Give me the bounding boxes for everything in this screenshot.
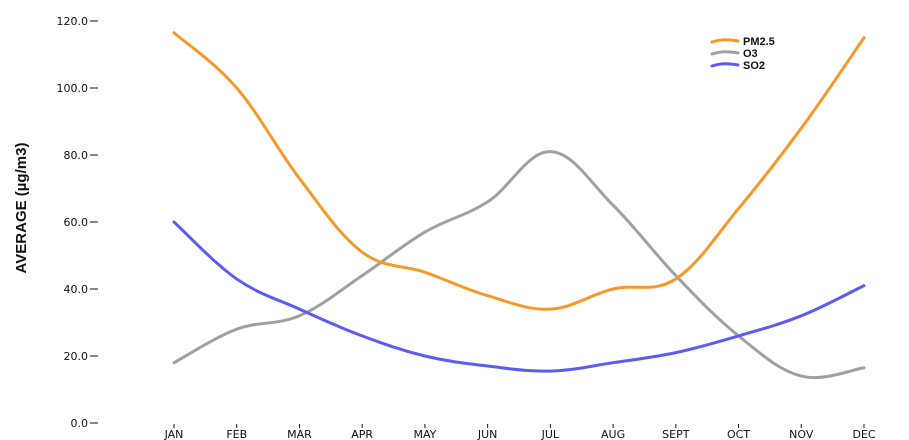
y-axis-title: AVERAGE (µg/m3) <box>13 143 30 274</box>
x-tick-label: JAN <box>164 428 184 440</box>
x-tick-label: MAR <box>287 428 312 440</box>
legend-swatch-pm25 <box>710 38 740 44</box>
series-line-o3 <box>172 150 866 380</box>
y-tick-label: 100.0 <box>57 82 89 95</box>
x-tick-label: NOV <box>789 428 814 440</box>
axes: 0.0 20.0 40.0 60.0 80.0 100.0 120.0 JAN FEB MAR AP… <box>57 15 876 440</box>
y-tick-label: 80.0 <box>64 149 89 162</box>
x-tick-label: JUL <box>541 428 560 440</box>
y-tick-label: 0.0 <box>71 417 89 430</box>
y-tick-label: 60.0 <box>64 216 89 229</box>
legend-swatch-o3 <box>710 50 740 56</box>
x-tick-label: AUG <box>601 428 625 440</box>
series-line-so2 <box>172 220 866 373</box>
x-tick-label: DEC <box>852 428 875 440</box>
legend-swatch-so2 <box>710 62 740 68</box>
y-tick-label: 20.0 <box>64 350 89 363</box>
x-tick-label: OCT <box>727 428 750 440</box>
y-tick-label: 120.0 <box>57 15 89 28</box>
legend-label-o3: O3 <box>743 48 758 60</box>
legend-label-pm25: PM2.5 <box>743 36 775 48</box>
x-tick-label: SEPT <box>662 428 690 440</box>
series-line-pm25 <box>172 31 866 311</box>
series-lines <box>172 31 866 380</box>
y-tick-label: 40.0 <box>64 283 89 296</box>
x-tick-label: MAY <box>413 428 436 440</box>
x-tick-label: FEB <box>226 428 247 440</box>
legend-label-so2: SO2 <box>743 60 765 72</box>
x-tick-label: JUN <box>477 428 498 440</box>
x-tick-label: APR <box>351 428 373 440</box>
